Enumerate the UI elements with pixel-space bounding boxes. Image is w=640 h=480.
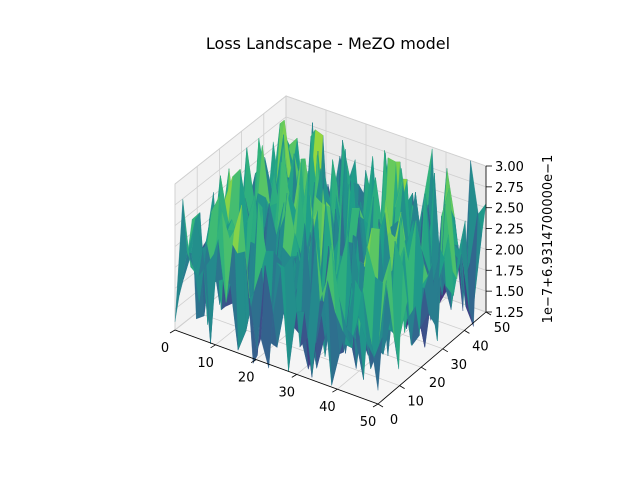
y-tick-label: 40 [472,339,489,354]
y-tick-label: 0 [390,413,398,428]
x-tick-label: 40 [319,400,336,415]
z-tick-label: 3.00 [495,160,524,175]
y-tick-label: 10 [407,395,424,410]
z-tick-label: 2.75 [495,181,524,196]
x-tick-mark [169,329,176,334]
y-tick-mark [420,366,427,371]
surface-cell [174,199,188,322]
axis-lines [174,166,487,405]
z-offset-label: 1e−7+6.9314700000e−1 [541,155,556,324]
x-tick-mark [250,359,257,363]
x-tick-label: 10 [197,356,214,371]
z-tick-label: 2.00 [495,243,524,258]
grid-line-z [174,116,487,206]
x-tick-label: 50 [360,415,377,430]
surface-plot [174,119,487,391]
x-tick-mark [332,388,338,393]
z-tick-label: 2.25 [495,223,524,238]
x-tick-mark [291,374,298,378]
chart-title: Loss Landscape - MeZO model [206,34,450,53]
y-tick-mark [464,330,470,334]
x-axis-line [174,329,379,405]
x-tick-label: 30 [279,385,296,400]
y-tick-mark [377,403,384,408]
y-tick-mark [485,311,492,316]
y-tick-label: 20 [429,376,446,391]
x-tick-mark [210,344,216,349]
y-tick-mark [399,385,405,389]
y-tick-label: 30 [451,358,468,373]
y-tick-mark [442,348,449,353]
y-tick-label: 50 [494,321,511,336]
z-tick-label: 1.75 [495,264,524,279]
grid-line-z [174,95,487,185]
z-tick-label: 1.50 [495,285,524,300]
x-tick-label: 20 [238,371,255,386]
z-tick-label: 1.25 [495,306,524,321]
x-tick-mark [372,403,379,408]
x-tick-label: 0 [161,341,169,356]
y-axis-line [377,311,487,405]
z-tick-label: 2.50 [495,202,524,217]
